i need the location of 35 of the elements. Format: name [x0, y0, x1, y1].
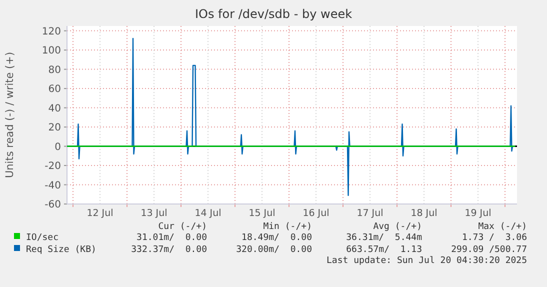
y-tick-label: -60: [44, 200, 61, 210]
y-tick-label: 100: [42, 46, 61, 57]
legend-label: Req Size (KB): [26, 245, 96, 255]
text: Last update: Sun Jul 20 04:30:20 2025: [326, 256, 527, 266]
legend-label: IO/sec: [26, 233, 59, 243]
text: 663.57m/ 1.13: [346, 245, 422, 255]
x-tick-label: 19 Jul: [464, 208, 492, 219]
x-tick-label: 18 Jul: [410, 208, 438, 219]
y-tick-label: 120: [42, 26, 61, 38]
text: Min (-/+): [263, 222, 312, 232]
y-tick-label: 20: [48, 122, 61, 134]
text: 31.01m/ 0.00: [136, 233, 207, 243]
x-tick-label: 13 Jul: [140, 208, 168, 219]
x-tick-label: 16 Jul: [302, 208, 330, 219]
text: 332.37m/ 0.00: [131, 245, 207, 255]
text: 1.73 / 3.06: [462, 233, 527, 243]
y-tick-label: 0: [54, 142, 61, 153]
text: 299.09 /500.77: [451, 245, 527, 255]
y-tick-label: 80: [48, 64, 61, 76]
text: Avg (-/+): [373, 222, 422, 232]
y-tick-label: -20: [44, 161, 61, 172]
y-tick-label: -40: [44, 180, 61, 192]
x-tick-label: 14 Jul: [194, 208, 222, 219]
chart-title: IOs for /dev/sdb - by week: [194, 7, 352, 21]
x-tick-label: 15 Jul: [248, 208, 276, 219]
x-tick-label: 12 Jul: [86, 208, 114, 219]
y-axis-title: Units read (-) / write (+): [4, 52, 16, 178]
text: 320.00m/ 0.00: [236, 245, 312, 255]
y-tick-label: 40: [48, 103, 61, 114]
y-tick-label: 60: [48, 84, 61, 96]
x-tick-label: 17 Jul: [356, 208, 384, 219]
text: Cur (-/+): [158, 222, 207, 232]
text: 18.49m/ 0.00: [242, 233, 312, 243]
text: Max (-/+): [478, 222, 527, 232]
text: 36.31m/ 5.44m: [346, 233, 422, 243]
